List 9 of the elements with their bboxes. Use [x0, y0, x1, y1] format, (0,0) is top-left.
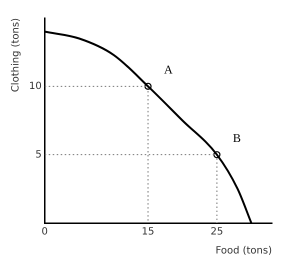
annotation: B: [232, 130, 241, 145]
x-tick-label: 25: [210, 226, 224, 238]
x-axis-title: Food (tons): [215, 246, 272, 257]
x-tick-label: 15: [142, 226, 154, 238]
y-tick-label: 10: [28, 80, 42, 92]
x-tick-label: 0: [42, 226, 48, 238]
y-axis-title: Clothing (tons): [10, 18, 22, 92]
y-tick-label: 5: [35, 149, 42, 160]
annotation: A: [164, 62, 174, 76]
